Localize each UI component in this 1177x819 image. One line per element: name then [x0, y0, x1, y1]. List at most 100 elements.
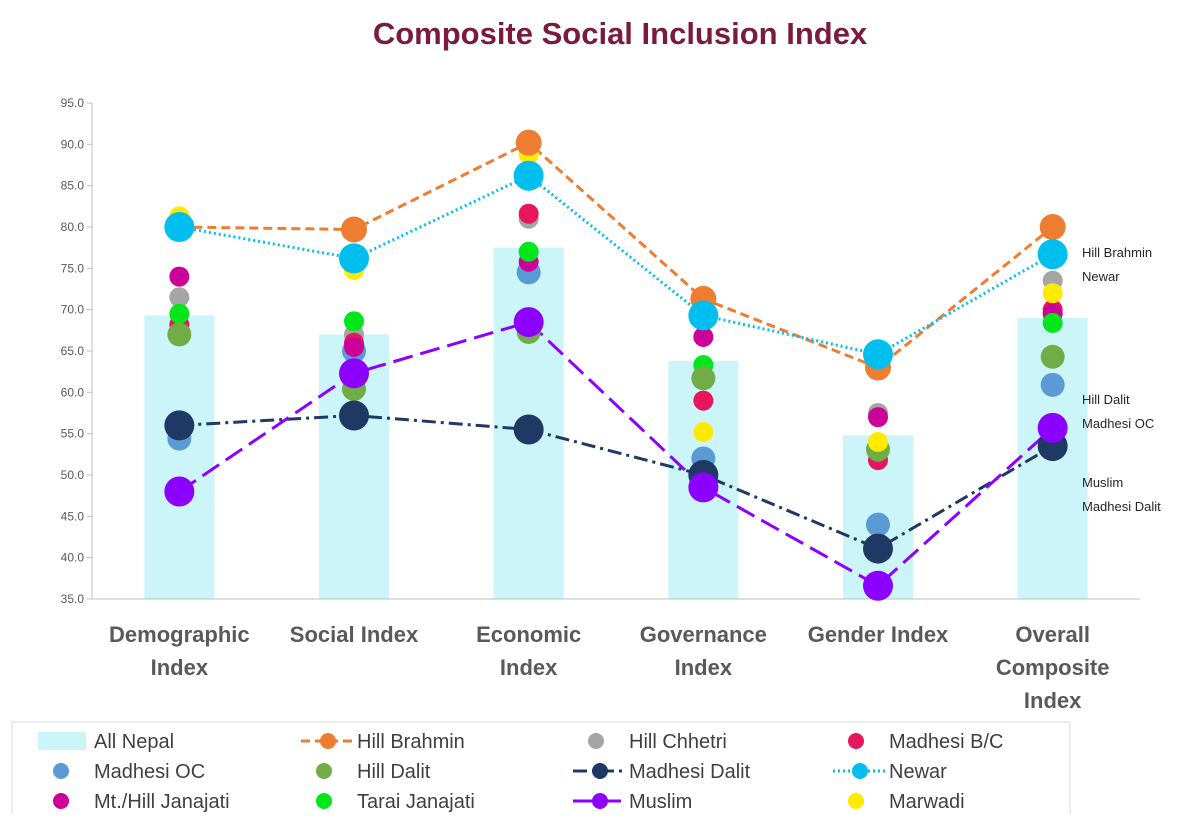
- point-madhesi-dalit: [164, 410, 195, 441]
- legend-label: Madhesi OC: [94, 761, 205, 783]
- x-category-label: Overall Composite Index: [996, 622, 1110, 713]
- point-mt-hill-janajati: [344, 336, 364, 357]
- point-hill-dalit: [691, 366, 716, 391]
- annotation-label: Hill Dalit: [1082, 392, 1130, 407]
- point-madhesi-b-c: [518, 203, 539, 224]
- legend-marker-newar: [852, 763, 868, 779]
- legend-label: Muslim: [629, 791, 692, 813]
- point-tarai-janajati: [1042, 312, 1063, 333]
- legend-marker-madhesi-oc: [53, 763, 69, 779]
- point-mt-hill-janajati: [169, 266, 190, 287]
- point-muslim: [863, 570, 893, 601]
- legend-marker-mt-hill-janajati: [53, 793, 69, 809]
- point-madhesi-b-c: [693, 390, 714, 411]
- legend-label: Hill Chhetri: [629, 731, 727, 753]
- point-newar: [513, 160, 544, 191]
- point-hill-dalit: [1040, 344, 1065, 369]
- x-category-label-line: Index: [500, 655, 558, 680]
- x-category-label-line: Index: [1024, 688, 1082, 713]
- annotation-label: Newar: [1082, 269, 1120, 284]
- point-muslim: [688, 472, 719, 503]
- point-newar: [1037, 239, 1068, 270]
- point-muslim: [513, 307, 544, 338]
- legend-marker-hill-brahmin: [320, 733, 336, 749]
- y-tick-label: 95.0: [61, 96, 85, 110]
- x-category-label: Governance Index: [640, 622, 767, 680]
- legend-label: Mt./Hill Janajati: [94, 791, 230, 813]
- point-madhesi-dalit: [863, 533, 893, 564]
- y-tick-label: 35.0: [61, 592, 85, 606]
- y-tick-label: 90.0: [61, 137, 85, 151]
- x-category-label-line: Gender Index: [808, 622, 949, 647]
- legend-marker-marwadi: [848, 793, 864, 809]
- point-madhesi-oc: [866, 512, 890, 537]
- point-tarai-janajati: [518, 241, 539, 262]
- y-tick-label: 45.0: [61, 509, 85, 523]
- legend-swatch-all-nepal: [38, 732, 86, 750]
- legend-label: Madhesi B/C: [889, 731, 1004, 753]
- x-category-label-line: Social Index: [290, 622, 419, 647]
- legend-marker-hill-chhetri: [588, 733, 604, 749]
- annotation-label: Madhesi Dalit: [1082, 499, 1161, 514]
- x-category-label: Economic Index: [476, 622, 581, 680]
- point-tarai-janajati: [169, 303, 190, 324]
- y-tick-label: 60.0: [61, 385, 85, 399]
- point-marwadi: [693, 422, 714, 443]
- x-category-label: Social Index: [290, 622, 419, 647]
- x-category-label-line: Index: [151, 655, 209, 680]
- x-category-label: Gender Index: [808, 622, 949, 647]
- x-category-label-line: Demographic: [109, 622, 250, 647]
- legend-box: [11, 721, 1071, 819]
- y-tick-label: 70.0: [61, 303, 85, 317]
- point-newar: [339, 243, 369, 274]
- x-category-label-line: Overall: [1015, 622, 1090, 647]
- point-muslim: [1037, 412, 1068, 443]
- point-marwadi: [1042, 283, 1063, 304]
- x-category-label-line: Index: [675, 655, 733, 680]
- line-hill-brahmin: [179, 140, 1054, 370]
- legend-marker-tarai-janajati: [316, 793, 332, 809]
- legend-marker-hill-dalit: [316, 763, 332, 779]
- point-madhesi-oc: [1040, 372, 1065, 397]
- legend-label: Madhesi Dalit: [629, 761, 751, 783]
- y-tick-label: 40.0: [61, 551, 85, 565]
- point-tarai-janajati: [344, 311, 364, 332]
- legend-label: Hill Dalit: [357, 761, 431, 783]
- bar-all-nepal: [144, 315, 215, 599]
- point-marwadi: [868, 431, 888, 452]
- y-tick-label: 85.0: [61, 179, 85, 193]
- legend-marker-muslim: [592, 793, 608, 809]
- legend-marker-madhesi-b-c: [848, 733, 864, 749]
- point-muslim: [339, 358, 369, 389]
- y-tick-label: 75.0: [61, 261, 85, 275]
- legend-marker-madhesi-dalit: [592, 763, 608, 779]
- annotation-label: Muslim: [1082, 475, 1123, 490]
- chart-title: Composite Social Inclusion Index: [373, 16, 868, 51]
- legend-label: Newar: [889, 761, 947, 783]
- point-mt-hill-janajati: [693, 326, 714, 347]
- line-madhesi-dalit: [179, 413, 1054, 551]
- point-hill-brahmin: [1039, 214, 1066, 240]
- annotation-label: Hill Brahmin: [1082, 245, 1152, 260]
- legend-label: All Nepal: [94, 731, 174, 753]
- y-tick-label: 50.0: [61, 468, 85, 482]
- point-newar: [688, 300, 719, 331]
- point-madhesi-dalit: [513, 414, 544, 445]
- legend-label: Tarai Janajati: [357, 791, 475, 813]
- point-newar: [164, 212, 195, 242]
- x-category-label-line: Composite: [996, 655, 1110, 680]
- line-newar: [179, 173, 1054, 356]
- point-mt-hill-janajati: [868, 407, 888, 428]
- x-category-label-line: Economic: [476, 622, 581, 647]
- point-hill-chhetri: [169, 287, 190, 308]
- point-madhesi-dalit: [339, 400, 369, 431]
- point-muslim: [164, 476, 195, 507]
- point-hill-dalit: [167, 322, 192, 347]
- x-category-label: Demographic Index: [109, 622, 250, 680]
- line-muslim: [178, 320, 1054, 588]
- y-tick-label: 55.0: [61, 427, 85, 441]
- annotation-label: Madhesi OC: [1082, 416, 1154, 431]
- point-hill-brahmin: [515, 129, 542, 156]
